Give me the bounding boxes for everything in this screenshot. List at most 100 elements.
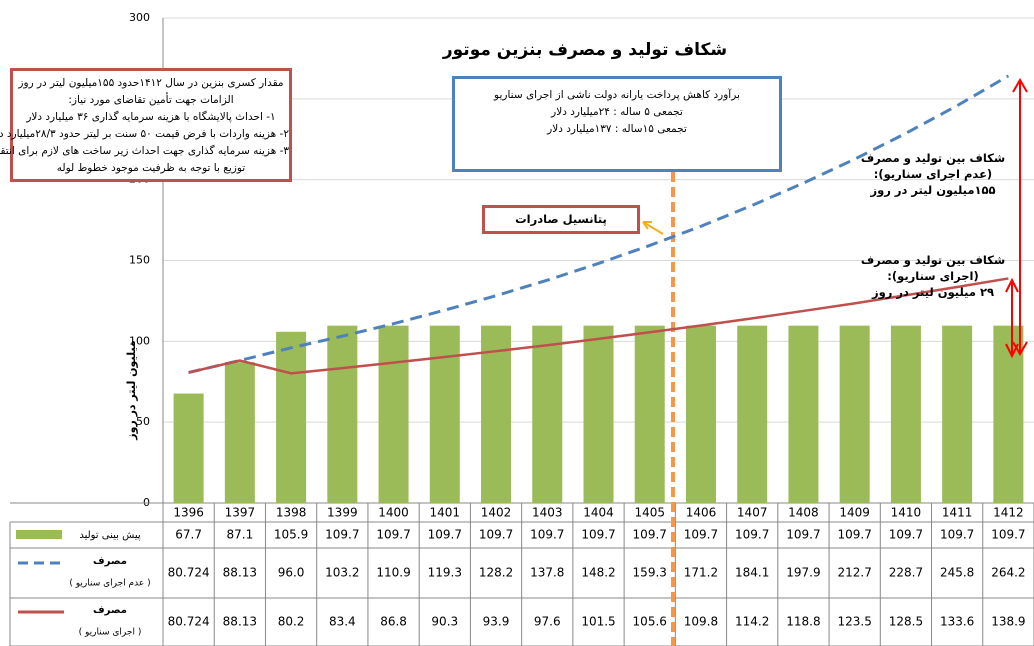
table-value: 80.724 — [168, 615, 210, 629]
annotation-line: توزیع با توجه به ظرفیت موجود خطوط لوله — [56, 162, 246, 174]
table-value: 109.7 — [991, 528, 1025, 542]
annotation-line: الزامات جهت تأمین تقاضای مورد نیاز: — [68, 94, 234, 106]
x-tick-label: 1404 — [583, 506, 614, 520]
table-value: 212.7 — [837, 566, 871, 580]
x-tick-label: 1409 — [839, 506, 870, 520]
x-tick-label: 1396 — [173, 506, 204, 520]
bar — [429, 325, 460, 503]
table-value: 245.8 — [940, 566, 974, 580]
bar — [378, 325, 409, 503]
table-value: 118.8 — [786, 615, 820, 629]
table-value: 197.9 — [786, 566, 820, 580]
legend-swatch — [16, 530, 62, 539]
table-value: 101.5 — [581, 615, 615, 629]
table-value: 264.2 — [991, 566, 1025, 580]
bar — [685, 325, 716, 503]
bar — [788, 325, 819, 503]
x-tick-label: 1400 — [378, 506, 409, 520]
annotation-line: تجمعی ۱۵ساله : ۱۳۷میلیارد دلار — [547, 123, 687, 135]
x-tick-label: 1408 — [788, 506, 819, 520]
x-tick-label: 1410 — [891, 506, 922, 520]
x-tick-label: 1398 — [276, 506, 307, 520]
table-value: 88.13 — [223, 566, 257, 580]
table-value: 109.7 — [479, 528, 513, 542]
line — [188, 74, 1010, 374]
table-value: 67.7 — [175, 528, 202, 542]
bar — [327, 325, 358, 503]
table-value: 109.7 — [735, 528, 769, 542]
x-tick-label: 1402 — [481, 506, 512, 520]
annotation-line: شکاف بین تولید و مصرف — [860, 151, 1006, 165]
y-tick-label: 50 — [136, 415, 150, 428]
x-tick-label: 1397 — [225, 506, 256, 520]
table-value: 109.7 — [786, 528, 820, 542]
table-value: 109.7 — [889, 528, 923, 542]
bar — [993, 325, 1024, 503]
table-value: 109.7 — [325, 528, 359, 542]
gap-arrow — [1012, 78, 1028, 356]
annotation-line: ۱- احداث پالایشگاه با هزینه سرمایه گذاری… — [26, 111, 276, 123]
gap-arrow — [1005, 277, 1019, 359]
table-value: 90.3 — [431, 615, 458, 629]
legend-label: مصرف — [93, 556, 127, 567]
x-tick-label: 1406 — [686, 506, 717, 520]
y-tick-label: 150 — [129, 254, 150, 267]
bar — [942, 325, 973, 503]
legend-note: ( اجرای سناریو ) — [79, 628, 142, 638]
y-tick-label: 300 — [129, 11, 150, 24]
annotation-line: شکاف بین تولید و مصرف — [860, 253, 1006, 267]
export-box: پتانسیل صادرات — [482, 205, 640, 234]
table-value: 110.9 — [376, 566, 410, 580]
table-value: 114.2 — [735, 615, 769, 629]
x-tick-label: 1403 — [532, 506, 563, 520]
table-value: 109.7 — [530, 528, 564, 542]
annotation-line: ۳- هزینه سرمایه گذاری جهت احداث زیر ساخت… — [0, 145, 289, 157]
x-tick-label: 1399 — [327, 506, 358, 520]
annotation-line: تجمعی ۵ ساله : ۲۴میلیارد دلار — [551, 106, 683, 118]
table-value: 109.8 — [684, 615, 718, 629]
y-tick-label: 100 — [129, 334, 150, 347]
table-value: 109.7 — [581, 528, 615, 542]
table-value: 128.5 — [889, 615, 923, 629]
x-tick-label: 1411 — [942, 506, 973, 520]
table-value: 83.4 — [329, 615, 356, 629]
bar — [532, 325, 563, 503]
table-value: 93.9 — [483, 615, 510, 629]
table-value: 128.2 — [479, 566, 513, 580]
table-value: 138.9 — [991, 615, 1025, 629]
gap-note: شکاف بین تولید و مصرف (اجرای سناریو): ۲۹ م… — [848, 252, 1018, 300]
table-value: 105.9 — [274, 528, 308, 542]
table-value: 86.8 — [380, 615, 407, 629]
table-value: 137.8 — [530, 566, 564, 580]
table-value: 228.7 — [889, 566, 923, 580]
bar — [737, 325, 768, 503]
table-value: 133.6 — [940, 615, 974, 629]
table-value: 184.1 — [735, 566, 769, 580]
bar — [173, 393, 204, 503]
bar — [224, 362, 255, 503]
table-value: 109.7 — [684, 528, 718, 542]
table-value: 80.724 — [168, 566, 210, 580]
bar — [481, 325, 512, 503]
x-tick-label: 1412 — [993, 506, 1024, 520]
bar — [276, 331, 307, 503]
table-value: 88.13 — [223, 615, 257, 629]
legend-label: مصرف — [93, 605, 127, 616]
chart-title: شکاف تولید و مصرف بنزین موتور — [442, 40, 727, 60]
annotation-line: (اجرای سناریو): — [887, 269, 979, 283]
bar — [839, 325, 870, 503]
y-axis-label: میلیون لیتر در روز — [125, 340, 138, 441]
annotation-line: ۱۵۵میلیون لیتر در روز — [870, 183, 996, 197]
table-value: 123.5 — [837, 615, 871, 629]
annotation-line: مقدار کسری بنزین در سال ۱۴۱۲حدود ۱۵۵میلی… — [18, 77, 284, 89]
table-value: 109.7 — [633, 528, 667, 542]
table-value: 105.6 — [633, 615, 667, 629]
legend-note: ( عدم اجرای سناریو ) — [69, 579, 150, 589]
line — [188, 277, 1009, 375]
x-tick-label: 1401 — [430, 506, 461, 520]
bar — [890, 325, 921, 503]
bar — [634, 325, 665, 503]
table-value: 148.2 — [581, 566, 615, 580]
